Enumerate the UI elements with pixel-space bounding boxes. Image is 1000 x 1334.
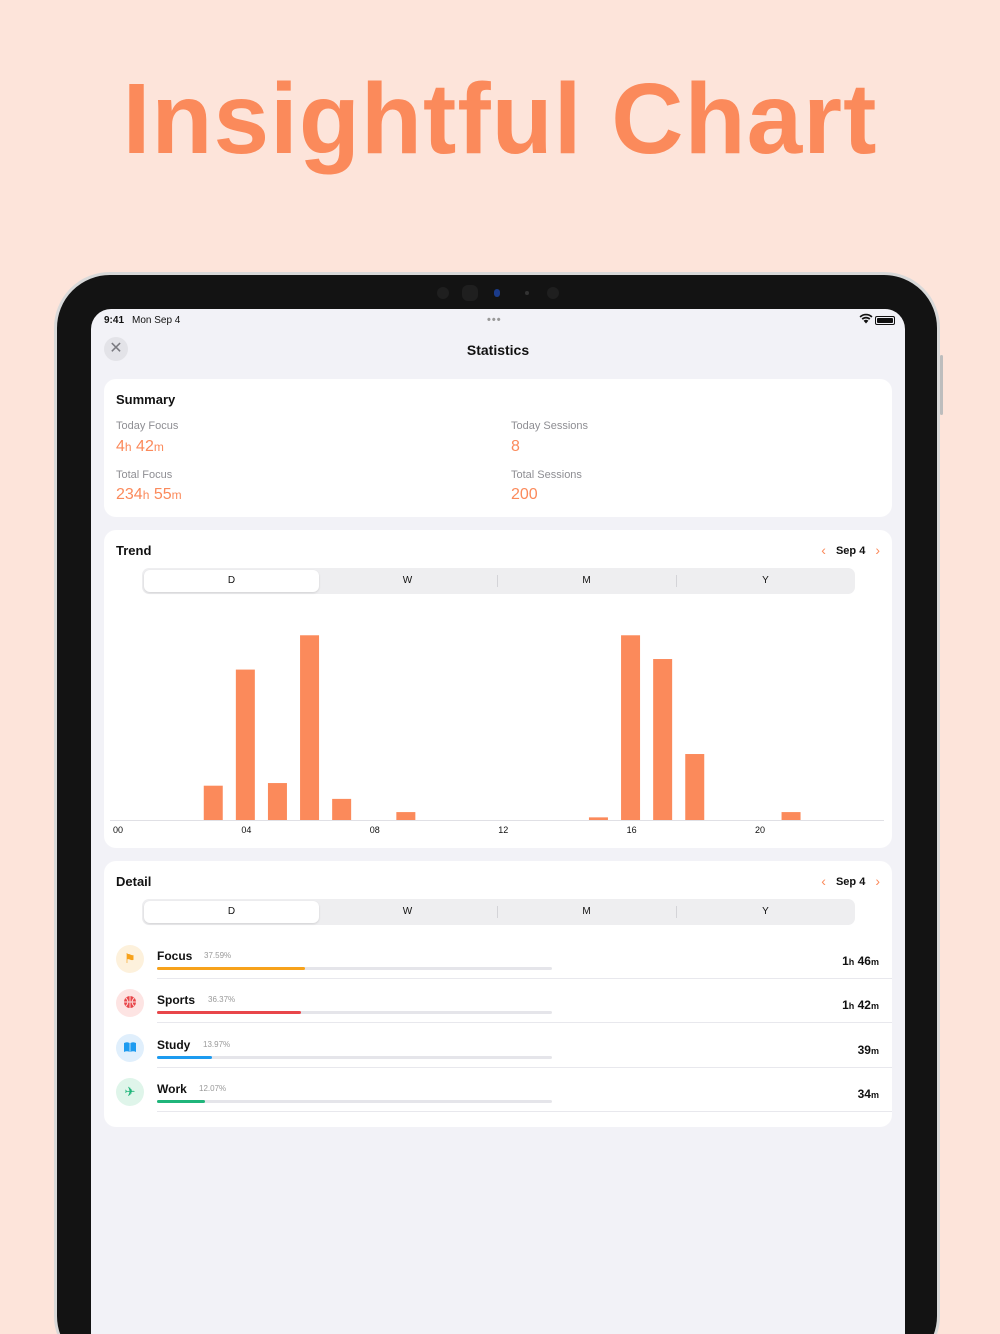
row-progress-track: [157, 1011, 552, 1014]
row-duration: 39m: [857, 1043, 879, 1057]
chevron-left-icon[interactable]: ‹: [821, 873, 826, 889]
total-sessions-value: 200: [511, 486, 538, 503]
airplane-icon: ✈: [116, 1078, 144, 1106]
today-focus-value: 4h 42m: [116, 438, 164, 455]
today-sessions-label: Today Sessions: [511, 420, 589, 432]
detail-title: Detail: [116, 874, 152, 889]
wifi-icon: [859, 313, 873, 327]
row-name: Focus: [157, 949, 193, 963]
row-duration: 1h 46m: [842, 954, 879, 968]
trend-card: Trend ‹ Sep 4 › D W M Y 00 04 08 12 16 20: [104, 530, 892, 848]
row-progress-fill: [157, 1100, 205, 1103]
detail-segment-day[interactable]: D: [144, 901, 319, 923]
row-percent: 37.59%: [204, 951, 232, 960]
chart-bar-hour-5: [300, 635, 320, 820]
row-name: Work: [157, 1082, 187, 1096]
detail-row[interactable]: ⚑ Focus 37.59% 1h 46m: [104, 935, 892, 979]
battery-icon: [875, 316, 895, 325]
row-percent: 13.97%: [203, 1040, 231, 1049]
camera-bar: [57, 275, 937, 311]
chart-bar-hour-2: [203, 785, 223, 820]
chart-tick-label: 08: [370, 825, 380, 835]
headline: Insightful Chart: [122, 63, 878, 175]
chart-tick-label: 20: [755, 825, 765, 835]
detail-row[interactable]: Sports 36.37% 1h 42m: [104, 979, 892, 1023]
status-time: 9:41: [104, 315, 125, 326]
row-duration: 1h 42m: [842, 998, 879, 1012]
trend-title: Trend: [116, 543, 152, 558]
book-icon: [116, 1034, 144, 1062]
page-title: Statistics: [466, 342, 530, 358]
total-sessions-label: Total Sessions: [511, 469, 582, 481]
chart-bar-hour-6: [332, 798, 352, 820]
chart-bar-hour-17: [685, 754, 705, 820]
detail-date-nav: ‹ Sep 4 ›: [821, 873, 880, 889]
chart-tick-label: 16: [627, 825, 637, 835]
today-sessions-value: 8: [511, 438, 520, 455]
chart-tick-label: 12: [498, 825, 508, 835]
status-bar: 9:41 Mon Sep 4 •••: [91, 309, 905, 331]
nav-bar: ✕ Statistics: [91, 335, 905, 363]
row-progress-track: [157, 967, 552, 970]
summary-card: Summary Today Focus 4h 42m Today Session…: [104, 379, 892, 517]
total-focus-value: 234h 55m: [116, 486, 182, 503]
chart-bar-hour-8: [396, 812, 416, 820]
summary-title: Summary: [116, 392, 176, 407]
chart-bar-hour-15: [621, 635, 641, 820]
chart-bar-hour-3: [235, 669, 255, 820]
chevron-right-icon[interactable]: ›: [875, 873, 880, 889]
detail-segment-month[interactable]: M: [582, 906, 591, 917]
flag-icon: ⚑: [116, 945, 144, 973]
row-progress-track: [157, 1056, 552, 1059]
chevron-right-icon[interactable]: ›: [875, 542, 880, 558]
chart-tick-label: 00: [113, 825, 123, 835]
trend-chart: 00 04 08 12 16 20: [110, 635, 884, 835]
row-progress-fill: [157, 967, 306, 970]
detail-row[interactable]: ✈ Work 12.07% 34m: [104, 1068, 892, 1112]
chart-bar-hour-14: [588, 817, 608, 820]
close-icon[interactable]: ✕: [104, 337, 128, 361]
today-focus-label: Today Focus: [116, 420, 179, 432]
trend-date-nav: ‹ Sep 4 ›: [821, 542, 880, 558]
trend-date-label: Sep 4: [835, 545, 866, 557]
row-progress-fill: [157, 1011, 301, 1014]
detail-card: Detail ‹ Sep 4 › D W M Y ⚑ Focus 37.59% 1h…: [104, 861, 892, 1127]
chart-bar-hour-20: [781, 812, 801, 820]
trend-segmented-control: D W M Y: [142, 568, 855, 594]
trend-segment-week[interactable]: W: [402, 575, 413, 586]
chart-tick-label: 04: [241, 825, 251, 835]
detail-date-label: Sep 4: [835, 876, 866, 888]
status-date: Mon Sep 4: [132, 315, 181, 326]
trend-segment-year[interactable]: Y: [762, 575, 769, 586]
multitask-dots[interactable]: •••: [487, 314, 502, 326]
row-percent: 12.07%: [199, 1084, 227, 1093]
row-progress-fill: [157, 1056, 213, 1059]
detail-segmented-control: D W M Y: [142, 899, 855, 925]
chevron-left-icon[interactable]: ‹: [821, 542, 826, 558]
chart-bar-hour-16: [653, 659, 673, 820]
row-percent: 36.37%: [208, 995, 236, 1004]
screen: 9:41 Mon Sep 4 ••• ✕ Statistics Summary …: [91, 309, 905, 1334]
trend-segment-day[interactable]: D: [144, 570, 319, 592]
row-name: Sports: [157, 993, 196, 1007]
detail-segment-year[interactable]: Y: [762, 906, 769, 917]
tablet-frame: 9:41 Mon Sep 4 ••• ✕ Statistics Summary …: [54, 272, 943, 1334]
row-progress-track: [157, 1100, 552, 1103]
basketball-icon: [116, 989, 144, 1017]
row-duration: 34m: [857, 1087, 879, 1101]
detail-segment-week[interactable]: W: [402, 906, 413, 917]
row-name: Study: [157, 1038, 191, 1052]
detail-row[interactable]: Study 13.97% 39m: [104, 1024, 892, 1068]
chart-bar-hour-4: [267, 783, 287, 820]
trend-segment-month[interactable]: M: [582, 575, 591, 586]
total-focus-label: Total Focus: [116, 469, 173, 481]
